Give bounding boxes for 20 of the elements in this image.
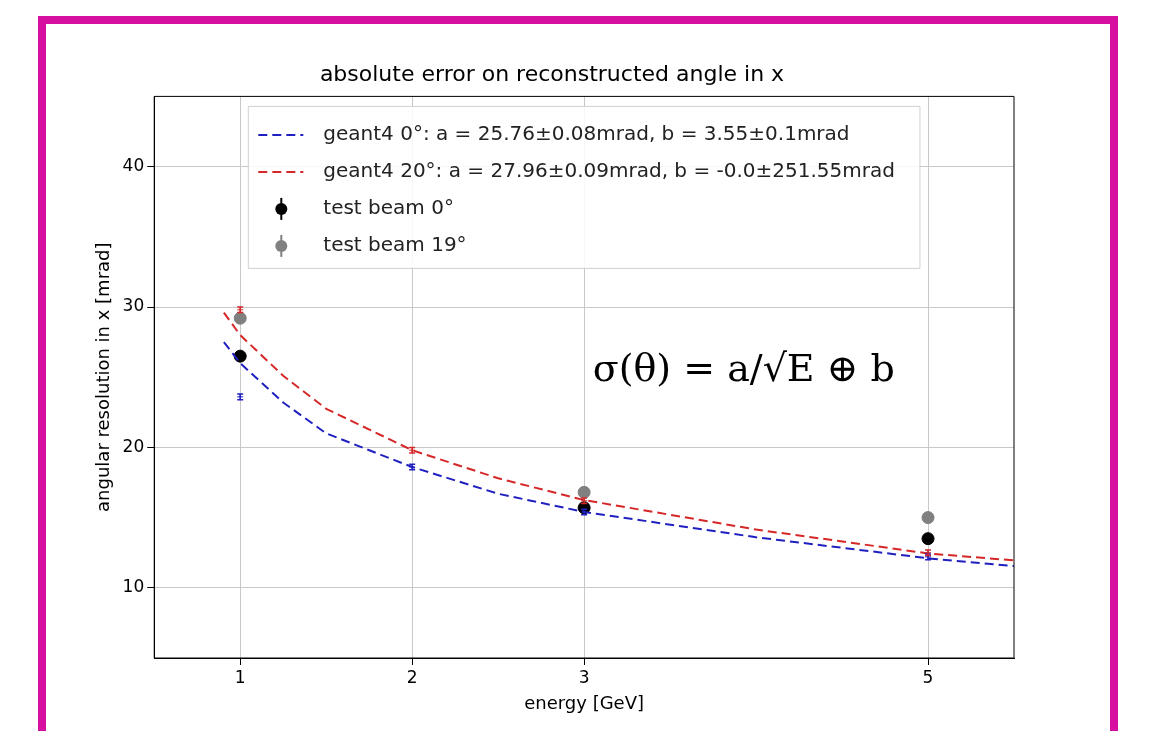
- legend-label: test beam 19°: [323, 232, 467, 257]
- x-tick-label: 5: [922, 666, 934, 687]
- legend-label: geant4 20°: a = 27.96±0.09mrad, b = -0.0±251.55mrad: [323, 158, 895, 183]
- y-axis-title: angular resolution in x [mrad]: [92, 242, 114, 512]
- x-axis-title: energy [GeV]: [524, 691, 645, 713]
- x-tick-label: 2: [406, 666, 418, 687]
- point: [921, 532, 935, 546]
- x-tick-label: 1: [234, 666, 246, 687]
- y-tick-label: 30: [122, 295, 145, 316]
- point: [233, 311, 247, 325]
- point: [921, 511, 935, 525]
- legend-label: geant4 0°: a = 25.76±0.08mrad, b = 3.55±0.1mrad: [323, 121, 850, 146]
- y-tick-label: 10: [122, 576, 145, 597]
- annotation: σ(θ) = a/√E ⊕ b: [592, 346, 895, 391]
- x-tick-label: 3: [578, 666, 590, 687]
- point: [577, 485, 591, 499]
- y-tick-label: 40: [122, 155, 145, 176]
- chart-title: absolute error on reconstructed angle in x: [319, 60, 785, 86]
- y-tick-label: 20: [122, 435, 145, 456]
- legend-label: test beam 0°: [323, 195, 454, 220]
